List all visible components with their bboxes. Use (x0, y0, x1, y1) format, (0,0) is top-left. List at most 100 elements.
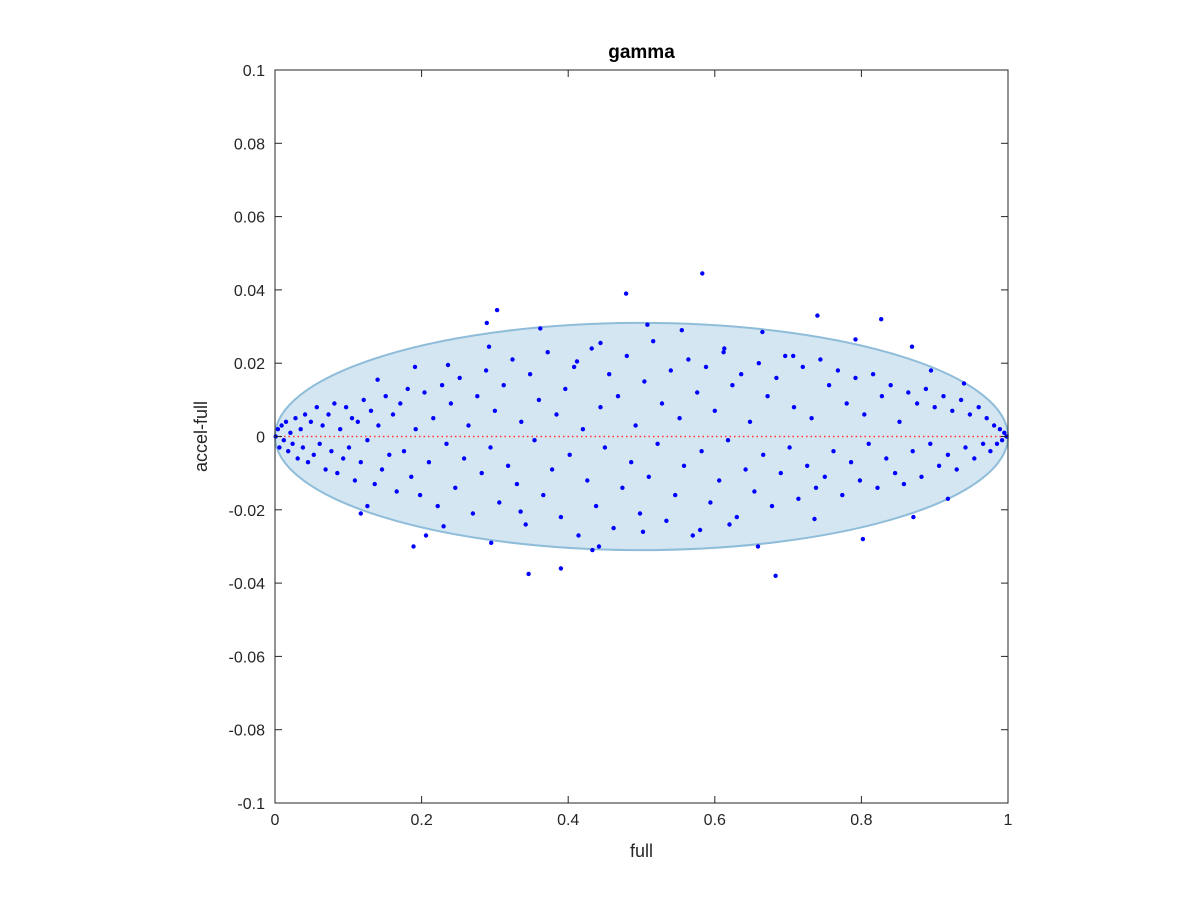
data-point (988, 449, 993, 454)
data-point (554, 412, 559, 417)
y-tick-label: 0.1 (243, 63, 265, 80)
data-point (853, 337, 858, 342)
data-point (422, 390, 427, 395)
data-point (655, 441, 660, 446)
y-tick-label: 0.08 (234, 136, 265, 153)
data-point (961, 381, 967, 386)
data-point (752, 489, 757, 494)
data-point (589, 346, 594, 351)
data-point (646, 474, 651, 479)
data-point (697, 527, 703, 533)
data-point (755, 544, 761, 549)
data-point (615, 394, 621, 399)
data-point (911, 514, 916, 520)
data-point (721, 350, 726, 355)
data-point (813, 485, 819, 490)
data-point (431, 416, 436, 421)
data-point (884, 456, 889, 461)
data-point (835, 368, 841, 373)
data-point (778, 470, 783, 476)
data-point (972, 456, 977, 461)
data-point (387, 452, 392, 457)
data-point (739, 372, 744, 377)
data-point (405, 386, 410, 392)
data-point (783, 353, 788, 359)
data-point (673, 492, 678, 498)
data-point (1002, 430, 1007, 435)
data-point (341, 456, 346, 461)
data-point (361, 397, 366, 403)
data-point (945, 452, 951, 457)
data-point (365, 438, 370, 443)
data-point (290, 441, 295, 446)
data-point (549, 467, 555, 472)
data-point (901, 481, 907, 487)
data-point (355, 419, 360, 424)
data-point (725, 438, 731, 443)
data-point (488, 445, 493, 450)
data-point (492, 408, 498, 413)
data-point (681, 463, 687, 468)
data-point (991, 423, 997, 428)
data-point (326, 412, 331, 417)
data-point (497, 500, 502, 505)
data-point (526, 571, 531, 577)
data-point (870, 372, 876, 377)
data-point (747, 419, 753, 424)
data-point (279, 423, 284, 428)
data-point (629, 460, 634, 465)
data-point (875, 485, 880, 490)
data-point (914, 401, 920, 406)
data-point (308, 419, 314, 424)
data-point (466, 423, 471, 428)
data-point (602, 445, 608, 450)
data-point (314, 405, 319, 410)
data-point (826, 383, 832, 388)
data-point (994, 441, 1000, 446)
data-point (773, 573, 778, 578)
data-point (538, 326, 543, 331)
data-point (401, 449, 407, 454)
data-point (332, 401, 337, 406)
data-point (958, 397, 964, 403)
x-tick-label: 0.2 (410, 812, 432, 829)
data-point (567, 452, 572, 457)
envelope-ellipse (274, 321, 1009, 552)
data-point (518, 509, 523, 514)
data-point (659, 401, 665, 406)
y-tick-label: -0.06 (229, 649, 266, 666)
data-point (909, 344, 915, 349)
data-point (376, 423, 381, 428)
data-point (536, 397, 542, 403)
data-point (484, 320, 489, 326)
y-tick-label: -0.02 (229, 503, 266, 520)
y-tick-label: -0.08 (229, 723, 266, 740)
data-point (426, 460, 432, 465)
x-tick-label: 0.6 (704, 812, 726, 829)
data-point (717, 478, 722, 483)
data-point (637, 511, 643, 516)
data-point (651, 339, 656, 344)
data-point (941, 394, 946, 399)
chart-title: gamma (608, 42, 675, 63)
data-point (774, 375, 779, 381)
data-point (281, 438, 286, 443)
data-point (963, 445, 968, 450)
data-point (352, 478, 358, 483)
data-point (461, 456, 467, 461)
data-point (860, 536, 866, 542)
data-point (642, 379, 647, 384)
data-point (791, 353, 796, 359)
data-point (288, 430, 293, 435)
data-point (372, 481, 377, 487)
data-point (700, 271, 705, 276)
data-point (558, 566, 564, 571)
data-point (563, 386, 568, 392)
data-point (664, 518, 669, 523)
data-point (286, 449, 291, 454)
data-point (679, 328, 684, 333)
data-point (541, 492, 546, 498)
y-tick-label: 0 (256, 430, 265, 447)
data-point (365, 503, 370, 509)
